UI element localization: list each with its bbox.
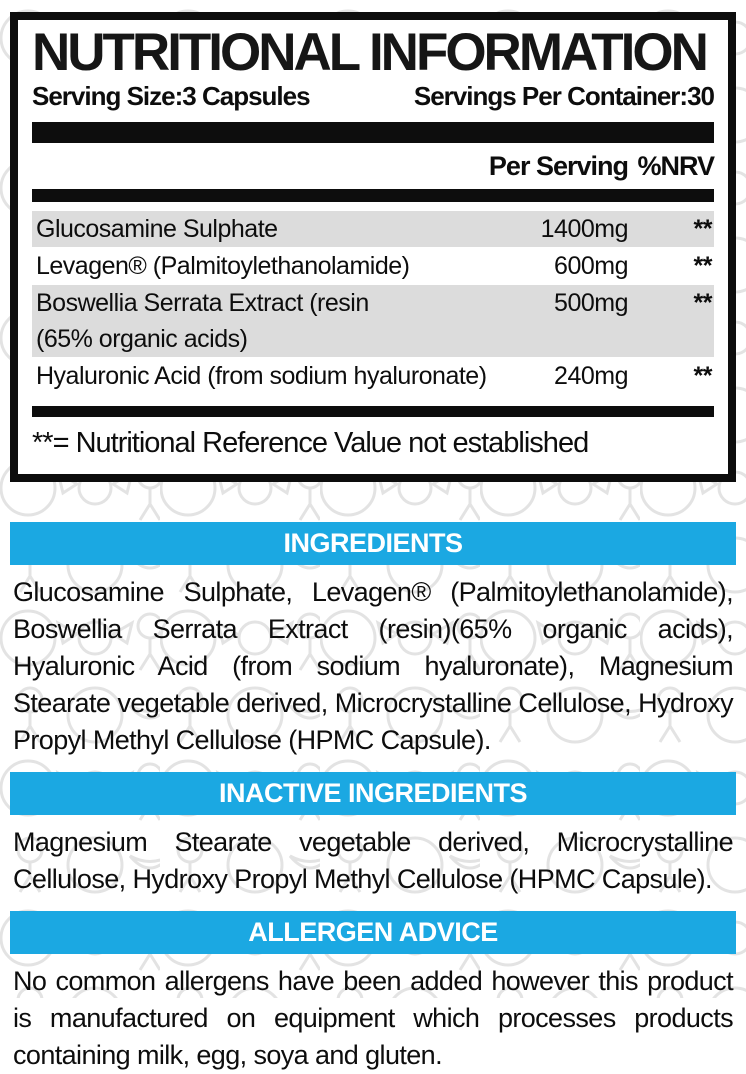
serving-row: Serving Size:3 Capsules Servings Per Con… <box>32 81 715 112</box>
nutrient-amount: 240mg <box>554 362 628 391</box>
ingredients-text: Glucosamine Sulphate, Levagen® (Palmitoy… <box>13 577 734 756</box>
panel-title: NUTRITIONAL INFORMATION <box>32 23 709 82</box>
serving-size: Serving Size:3 Capsules <box>32 81 311 112</box>
table-row: Boswellia Serrata Extract (resin (65% or… <box>32 285 714 358</box>
nutrient-amount: 500mg <box>554 289 628 318</box>
nutrition-facts-panel: NUTRITIONAL INFORMATION Serving Size:3 C… <box>10 12 736 483</box>
nutrient-nrv: ** <box>693 215 713 244</box>
table-row: Hyaluronic Acid (from sodium hyaluronate… <box>32 358 714 394</box>
nutrient-name: Levagen® (Palmitoylethanolamide) <box>36 252 410 281</box>
table-row: Levagen® (Palmitoylethanolamide) 600mg *… <box>32 248 714 284</box>
allergen-advice-text: No common allergens have been added howe… <box>13 966 734 1071</box>
nutrient-table: Glucosamine Sulphate 1400mg ** Levagen® … <box>32 211 714 394</box>
column-headers: Per Serving %NRV <box>32 143 715 189</box>
nutrient-name: Boswellia Serrata Extract (resin (65% or… <box>36 289 369 354</box>
nutrient-nrv: ** <box>693 289 713 318</box>
nutrient-name: Glucosamine Sulphate <box>36 215 278 244</box>
servings-per-container: Servings Per Container:30 <box>413 81 715 112</box>
column-header-per-serving: Per Serving <box>488 151 629 182</box>
divider-bar-thick <box>32 122 714 144</box>
divider-bar-mid <box>32 189 714 203</box>
divider-bar-thin <box>32 406 714 418</box>
nrv-footnote: **= Nutritional Reference Value not esta… <box>32 427 589 460</box>
ingredients-banner: INGREDIENTS <box>10 522 736 566</box>
nutrient-nrv: ** <box>693 252 713 281</box>
table-row: Glucosamine Sulphate 1400mg ** <box>32 211 714 248</box>
nutrient-amount: 1400mg <box>540 215 629 244</box>
nutrient-amount: 600mg <box>554 252 628 281</box>
inactive-ingredients-text: Magnesium Stearate vegetable derived, Mi… <box>13 827 734 895</box>
inactive-ingredients-banner: INACTIVE INGREDIENTS <box>10 772 736 816</box>
allergen-advice-banner: ALLERGEN ADVICE <box>10 911 736 955</box>
column-header-nrv: %NRV <box>637 151 715 182</box>
nutrient-nrv: ** <box>693 362 713 391</box>
nutrient-name: Hyaluronic Acid (from sodium hyaluronate… <box>36 362 487 391</box>
